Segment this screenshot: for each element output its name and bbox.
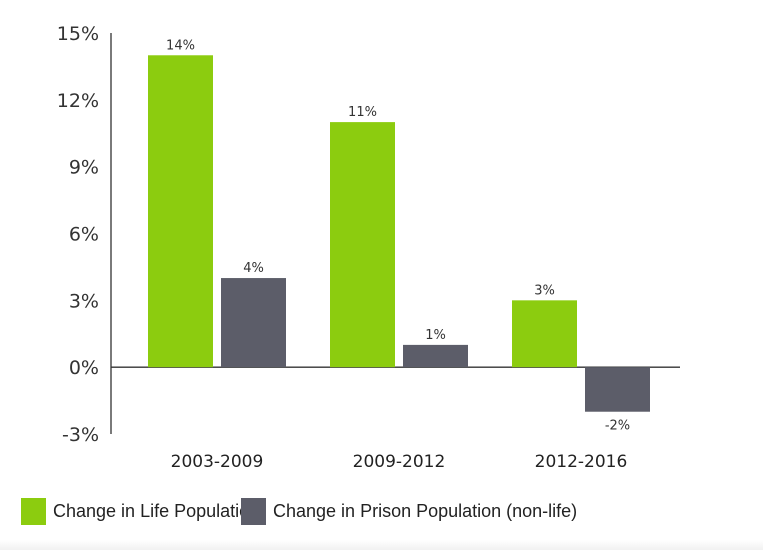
data-label: 14% [166, 38, 195, 53]
data-label: 3% [534, 283, 555, 298]
x-category-label: 2009-2012 [353, 452, 446, 472]
y-tick-label: 6% [69, 224, 99, 246]
bar [403, 344, 468, 368]
data-label: -2% [605, 419, 630, 434]
x-category-label: 2012-2016 [535, 452, 628, 472]
bar [221, 278, 286, 368]
data-label: 1% [425, 328, 446, 343]
data-label: 11% [348, 105, 377, 120]
legend-label-life: Change in Life Population [53, 501, 260, 521]
bar [585, 367, 650, 412]
bar [512, 300, 577, 368]
data-label: 4% [243, 261, 264, 276]
legend-swatch-life [21, 498, 46, 525]
legend-item-life: Change in Life Population [21, 498, 259, 525]
bar [148, 55, 213, 368]
y-tick-label: 0% [69, 357, 99, 379]
legend-item-prison: Change in Prison Population (non-life) [241, 498, 577, 525]
x-category-label: 2003-2009 [171, 452, 264, 472]
y-tick-label: -3% [62, 424, 99, 446]
bar [330, 122, 395, 368]
legend-swatch-prison [241, 498, 266, 525]
y-tick-label: 12% [57, 90, 99, 112]
y-tick-label: 9% [69, 157, 99, 179]
legend-label-prison: Change in Prison Population (non-life) [273, 501, 578, 521]
bottom-band [0, 540, 763, 550]
y-tick-label: 15% [57, 23, 99, 45]
y-tick-label: 3% [69, 290, 99, 312]
